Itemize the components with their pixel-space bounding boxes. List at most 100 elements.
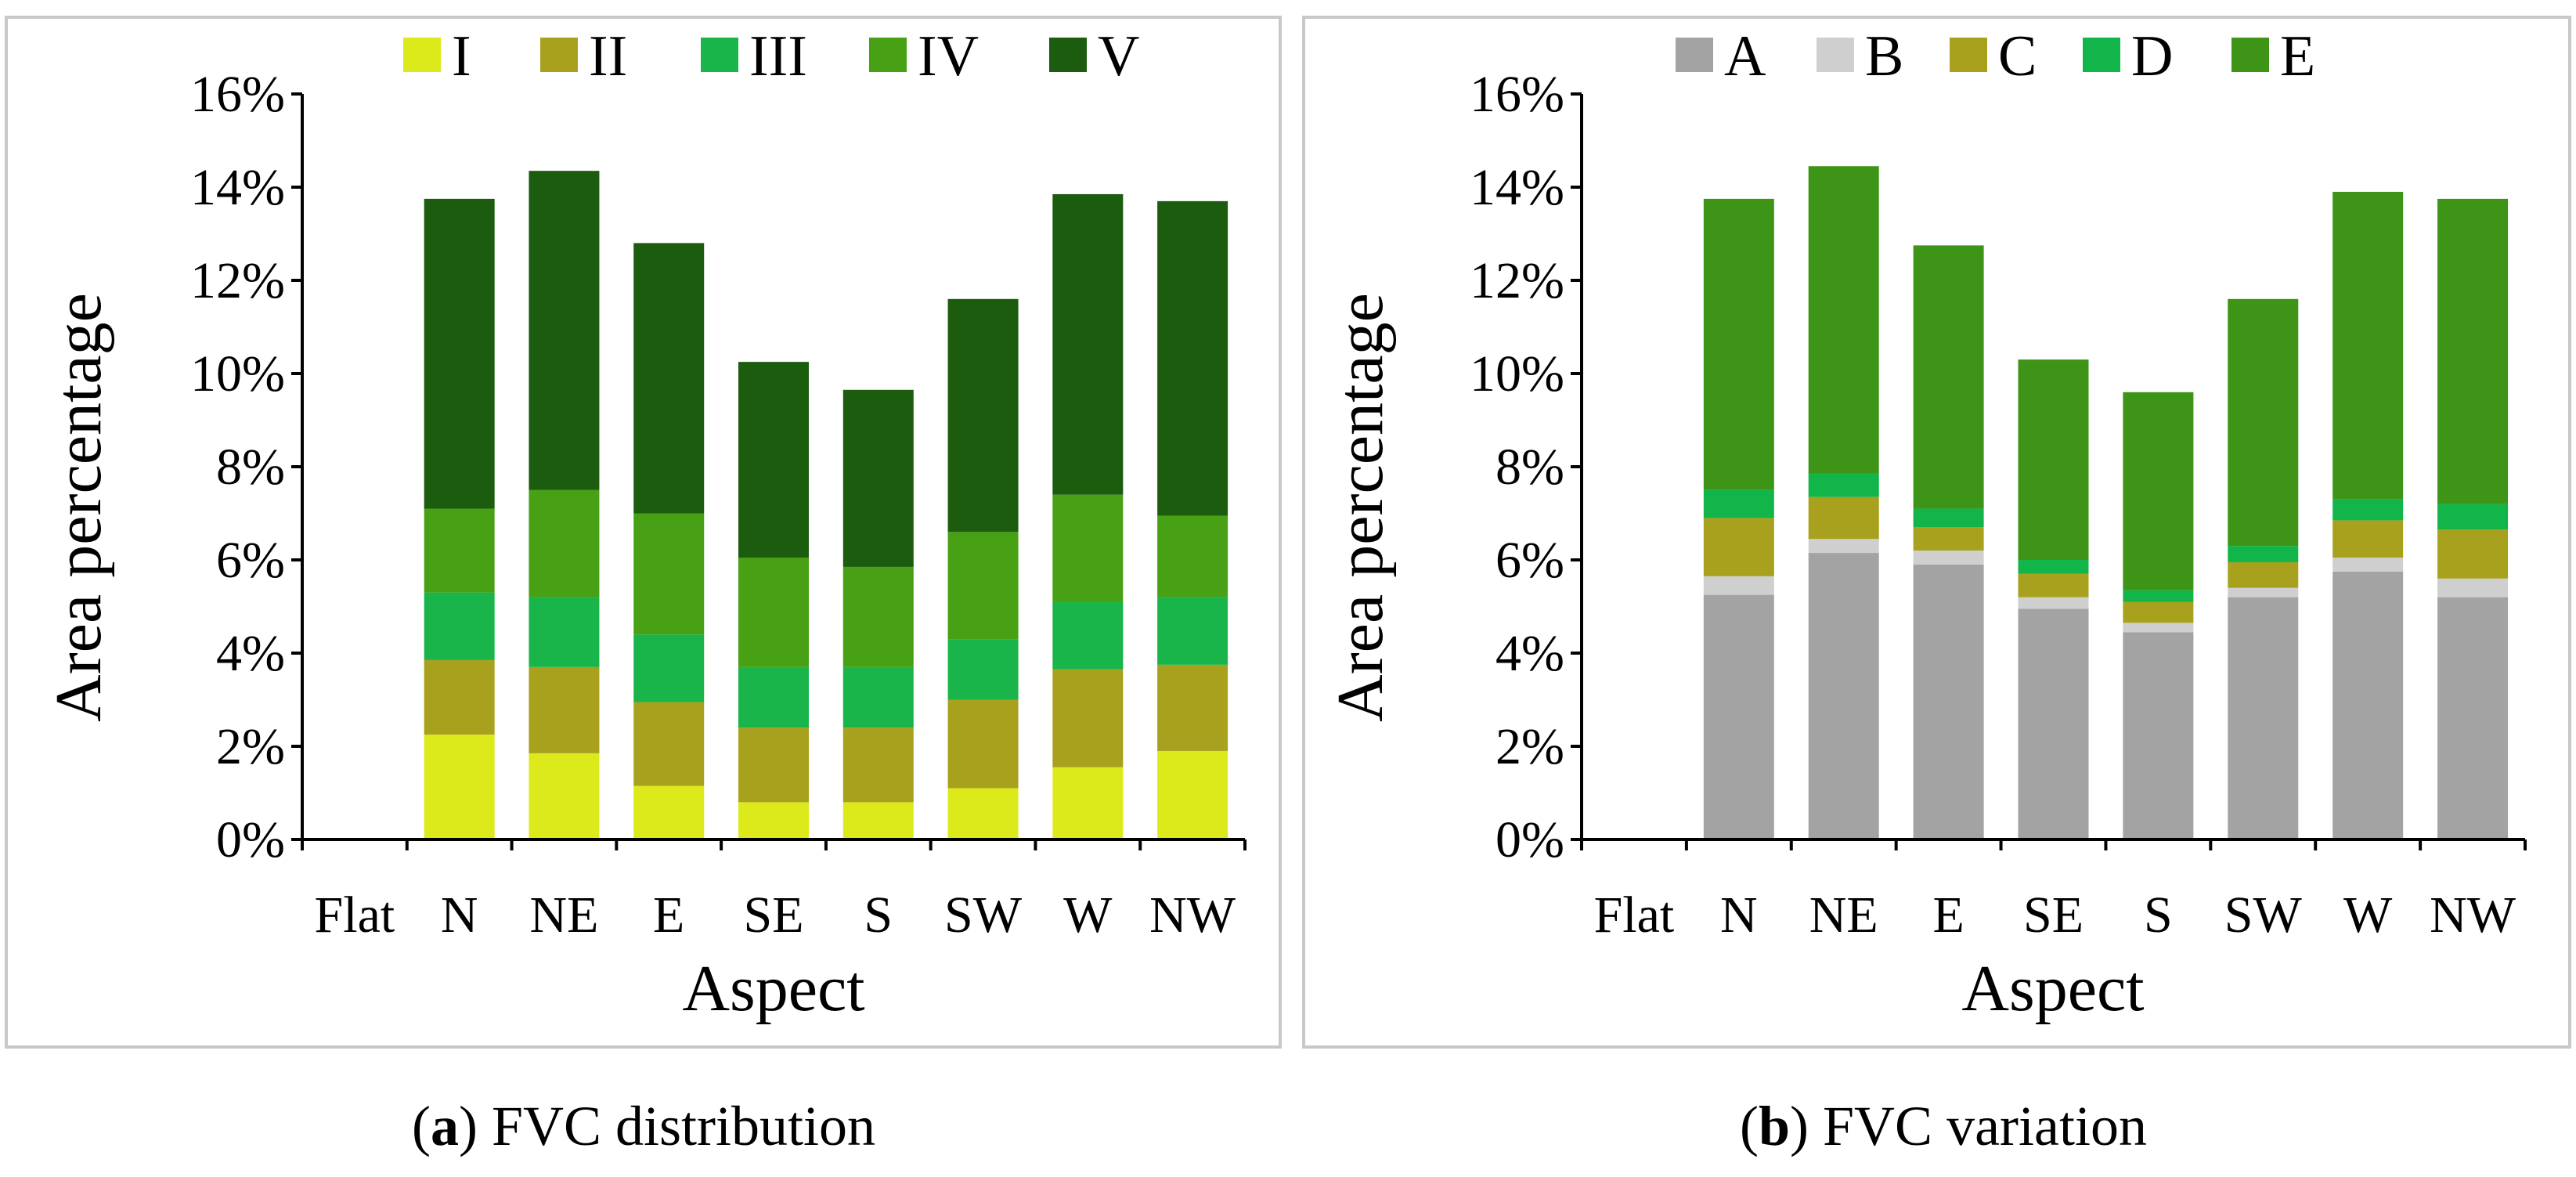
bar-segment <box>529 666 600 753</box>
bars <box>424 171 1228 839</box>
x-tick-label: NW <box>1149 886 1236 944</box>
bar-segment <box>424 592 495 660</box>
caption-label: b <box>1759 1095 1790 1157</box>
caption: (b) FVC variation <box>1740 1095 2147 1157</box>
bar-segment <box>2018 560 2089 574</box>
y-tick-label: 12% <box>1470 252 1564 309</box>
bar-segment <box>1913 527 1984 551</box>
bar-segment <box>738 558 809 667</box>
x-tick-label: NW <box>2430 886 2516 944</box>
bar-segment <box>1052 767 1124 839</box>
bar-segment <box>947 639 1019 700</box>
bar-segment <box>1157 200 1228 516</box>
bar-segment <box>1157 515 1228 598</box>
legend-swatch <box>2083 38 2120 72</box>
bar-segment <box>1052 494 1124 602</box>
bar-segment <box>2332 499 2404 521</box>
caption-label: a <box>431 1095 459 1157</box>
x-tick-label: SW <box>2224 886 2303 944</box>
y-axis-title: Area percentage <box>42 293 115 722</box>
caption-text: FVC distribution <box>492 1095 875 1157</box>
bar-segment <box>2123 632 2194 839</box>
legend-label: I <box>452 24 471 88</box>
y-tick-label: 6% <box>1495 532 1564 589</box>
x-tick-label: SE <box>2023 886 2084 944</box>
legend-swatch <box>1049 38 1087 72</box>
bar-segment <box>1157 597 1228 665</box>
bars <box>1703 166 2509 839</box>
bar-segment <box>2437 597 2509 839</box>
legend-swatch <box>1676 38 1713 72</box>
y-tick-label: 2% <box>1495 718 1564 775</box>
bar-segment <box>1052 669 1124 767</box>
legend-swatch <box>2231 38 2269 72</box>
x-tick-label: Flat <box>315 886 395 944</box>
y-tick-label: 0% <box>1495 811 1564 868</box>
bar-segment <box>947 788 1019 839</box>
bar-segment <box>2228 597 2299 839</box>
bar-segment <box>1052 193 1124 495</box>
bar-segment <box>529 597 600 667</box>
bar-segment <box>738 666 809 728</box>
bar-segment <box>2332 571 2404 839</box>
bar-segment <box>1913 508 1984 528</box>
y-tick-label: 10% <box>190 345 285 403</box>
legend-label: V <box>1098 24 1139 88</box>
x-tick-label: SW <box>944 886 1023 944</box>
bar-segment <box>1808 166 1879 474</box>
y-tick-labels: 0% 2% 4% 6% 8% 10% 12% 14% 16% <box>1470 66 1564 868</box>
y-tick-label: 8% <box>1495 439 1564 496</box>
bar-segment <box>842 666 914 728</box>
bar-segment <box>1157 750 1228 839</box>
legend-label: D <box>2131 24 2173 88</box>
bar-segment <box>2228 587 2299 598</box>
legend: I II III IV V <box>403 24 1139 88</box>
bar-segment <box>529 753 600 839</box>
bar-segment <box>529 489 600 598</box>
x-tick-label: W <box>2343 886 2393 944</box>
bar-segment <box>424 508 495 593</box>
y-tick-label: 14% <box>190 159 285 216</box>
legend-label: III <box>749 24 807 88</box>
y-tick-label: 10% <box>1470 345 1564 403</box>
bar-segment <box>738 362 809 558</box>
bar-segment <box>842 802 914 839</box>
bar-segment <box>1808 553 1879 839</box>
bar-segment <box>1913 564 1984 839</box>
y-tick-labels: 0% 2% 4% 6% 8% 10% 12% 14% 16% <box>190 66 285 868</box>
bar-segment <box>2123 590 2194 602</box>
bar-segment <box>2018 608 2089 839</box>
legend-label: B <box>1865 24 1903 88</box>
x-axis-title: Aspect <box>682 952 864 1025</box>
y-tick-label: 4% <box>216 625 285 682</box>
bar-segment <box>738 728 809 803</box>
bar-segment <box>633 785 705 839</box>
legend: A B C D E <box>1676 24 2315 88</box>
caption: (a) FVC distribution <box>412 1095 875 1157</box>
y-axis-title: Area percentage <box>1324 293 1397 722</box>
bar-segment <box>1157 664 1228 751</box>
bar-segment <box>424 198 495 509</box>
bar-segment <box>947 699 1019 789</box>
x-tick-label: N <box>441 886 478 944</box>
x-tick-labels: Flat N NE E SE S SW W NW <box>1594 886 2516 944</box>
bar-segment <box>1913 551 1984 565</box>
x-tick-label: S <box>864 886 893 944</box>
y-tick-label: 16% <box>1470 66 1564 123</box>
bar-segment <box>2228 561 2299 588</box>
legend-label: A <box>1724 24 1766 88</box>
bar-segment <box>842 566 914 667</box>
bar-segment <box>633 702 705 786</box>
bar-segment <box>2437 529 2509 579</box>
legend-label: IV <box>918 24 979 88</box>
bar-segment <box>633 634 705 702</box>
x-tick-label: NE <box>1809 886 1878 944</box>
y-tick-label: 2% <box>216 718 285 775</box>
y-tick-label: 0% <box>216 811 285 868</box>
bar-segment <box>2437 504 2509 530</box>
bar-segment <box>2123 623 2194 633</box>
bar-segment <box>424 735 495 839</box>
legend-label: II <box>589 24 627 88</box>
bar-segment <box>1703 518 1774 576</box>
chart-fvc-variation: A B C D E Area percentage 0% 2% 4% 6% 8% 10% 12% 14… <box>1302 16 2571 1157</box>
